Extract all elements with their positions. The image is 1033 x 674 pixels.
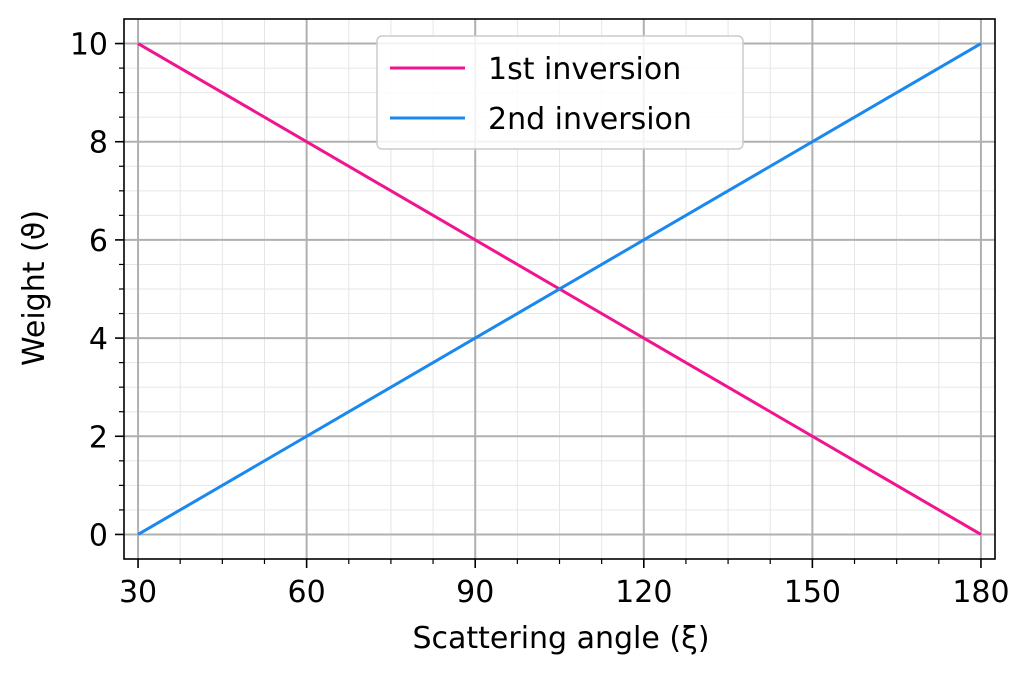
y-axis-label: Weight (ϑ): [17, 210, 52, 366]
x-axis-label: Scattering angle (ξ): [412, 621, 709, 656]
x-tick-label: 180: [952, 575, 1009, 610]
y-tick-label: 2: [89, 420, 108, 455]
legend: 1st inversion 2nd inversion: [376, 35, 744, 150]
series-line-2: [137, 42, 982, 536]
x-tick-label: 30: [119, 575, 157, 610]
ticks: [115, 42, 982, 568]
y-tick-label: 8: [89, 126, 108, 161]
legend-box: [376, 35, 744, 150]
tick-labels: 30 60 90 120 150 180 0 2 4 6 8 10: [70, 28, 1010, 610]
y-tick-label: 10: [70, 28, 108, 63]
y-tick-label: 6: [89, 224, 108, 259]
y-tick-label: 4: [89, 322, 108, 357]
y-tick-label: 0: [89, 518, 108, 553]
x-tick-label: 90: [456, 575, 494, 610]
series-layer: [137, 42, 982, 536]
major-grid: [124, 19, 995, 559]
legend-label-series-2: 2nd inversion: [488, 102, 692, 137]
x-tick-label: 60: [288, 575, 326, 610]
legend-label-series-1: 1st inversion: [488, 52, 681, 87]
x-tick-label: 120: [615, 575, 672, 610]
x-tick-label: 150: [784, 575, 841, 610]
